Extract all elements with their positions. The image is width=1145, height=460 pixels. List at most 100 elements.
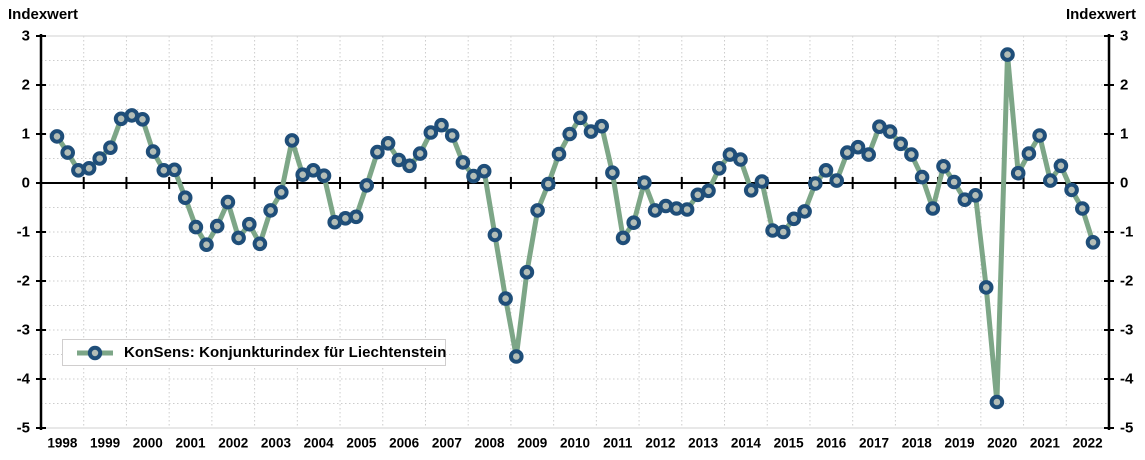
data-point — [978, 280, 994, 295]
right-y-tick-label: 2 — [1120, 77, 1128, 94]
data-point — [391, 152, 407, 168]
data-point — [733, 152, 748, 167]
data-point — [626, 215, 642, 230]
left-y-tick-label: -3 — [17, 322, 30, 339]
legend-label: KonSens: Konjunkturindex für Liechtenste… — [124, 344, 447, 361]
x-axis-year-label: 2003 — [261, 436, 292, 451]
left-y-tick-label: 0 — [22, 175, 30, 192]
data-point — [1000, 47, 1015, 62]
data-point — [231, 230, 246, 246]
data-point — [637, 175, 652, 190]
data-point — [1010, 165, 1026, 181]
data-point — [370, 144, 385, 160]
data-point — [81, 161, 97, 176]
data-point — [1021, 146, 1037, 161]
data-point — [1043, 173, 1058, 188]
data-point — [1032, 128, 1047, 143]
x-axis-year-label: 2004 — [304, 436, 335, 451]
right-y-tick-label: 0 — [1120, 175, 1128, 192]
data-point — [615, 230, 631, 246]
x-axis-year-label: 2016 — [816, 436, 847, 451]
data-point — [711, 161, 727, 176]
data-point — [1075, 201, 1090, 216]
data-point — [754, 174, 770, 189]
data-point — [177, 190, 193, 205]
x-axis-year-label: 2012 — [645, 436, 675, 451]
data-point — [850, 139, 866, 155]
x-axis-year-label: 2007 — [432, 436, 462, 451]
x-axis-year-label: 2015 — [774, 436, 805, 451]
x-axis-year-label: 2005 — [346, 436, 377, 451]
data-point — [509, 349, 524, 364]
data-point — [946, 174, 962, 190]
left-y-tick-label: 3 — [22, 28, 30, 45]
data-point — [797, 204, 812, 219]
data-point — [135, 112, 150, 127]
x-axis-year-label: 1999 — [90, 436, 120, 451]
data-point — [103, 140, 118, 155]
left-y-tick-label: -5 — [17, 420, 30, 437]
data-point — [861, 147, 877, 162]
data-point — [562, 126, 578, 142]
data-point — [519, 264, 535, 280]
data-point — [167, 162, 182, 178]
left-axis-title: Indexwert — [8, 6, 79, 23]
x-axis-year-label: 2010 — [560, 436, 590, 451]
x-axis-year-label: 2000 — [133, 436, 163, 451]
data-point — [306, 163, 321, 178]
data-point — [348, 209, 364, 225]
x-axis-year-label: 1998 — [47, 436, 78, 451]
data-point — [1064, 182, 1079, 198]
right-y-tick-label: -4 — [1120, 371, 1134, 388]
data-point — [92, 151, 107, 166]
x-axis-year-label: 2009 — [517, 436, 547, 451]
data-point — [573, 110, 588, 126]
data-point — [541, 176, 556, 192]
data-point — [776, 224, 791, 240]
data-point — [316, 168, 332, 183]
data-point — [989, 394, 1005, 410]
data-point — [936, 159, 951, 174]
x-axis-year-label: 2006 — [389, 436, 420, 451]
data-point — [252, 236, 268, 252]
x-axis-year-label: 2008 — [475, 436, 506, 451]
right-y-tick-label: -5 — [1120, 420, 1133, 437]
right-y-tick-label: -3 — [1120, 322, 1133, 339]
data-point — [1053, 158, 1069, 174]
x-axis-year-label: 2017 — [859, 436, 889, 451]
data-point — [530, 203, 545, 218]
data-point — [455, 155, 471, 170]
data-point — [968, 188, 983, 203]
data-point — [199, 237, 214, 252]
x-axis-year-label: 2018 — [902, 436, 933, 451]
data-point — [434, 117, 449, 133]
data-point — [402, 158, 417, 174]
data-point — [583, 124, 599, 139]
data-point — [444, 128, 460, 143]
data-point — [679, 202, 695, 217]
data-point — [487, 227, 503, 243]
data-point — [701, 183, 716, 199]
data-point — [840, 145, 855, 160]
data-point — [209, 218, 225, 234]
data-point — [1085, 235, 1101, 250]
data-point — [605, 165, 620, 180]
right-y-tick-label: -2 — [1120, 273, 1133, 290]
data-point — [786, 211, 802, 227]
data-point — [498, 291, 513, 306]
legend-key-dot — [87, 345, 103, 360]
data-point — [551, 146, 567, 162]
data-point — [220, 194, 236, 210]
data-point — [904, 147, 919, 162]
data-point — [274, 185, 289, 200]
data-point — [380, 136, 396, 151]
data-point — [829, 173, 845, 188]
x-axis-year-label: 2014 — [731, 436, 762, 451]
right-axis-title: Indexwert — [1065, 6, 1136, 23]
data-point — [188, 219, 204, 235]
x-axis-year-label: 2013 — [688, 436, 719, 451]
data-point — [914, 169, 930, 185]
x-axis-year-label: 2020 — [987, 436, 1017, 451]
